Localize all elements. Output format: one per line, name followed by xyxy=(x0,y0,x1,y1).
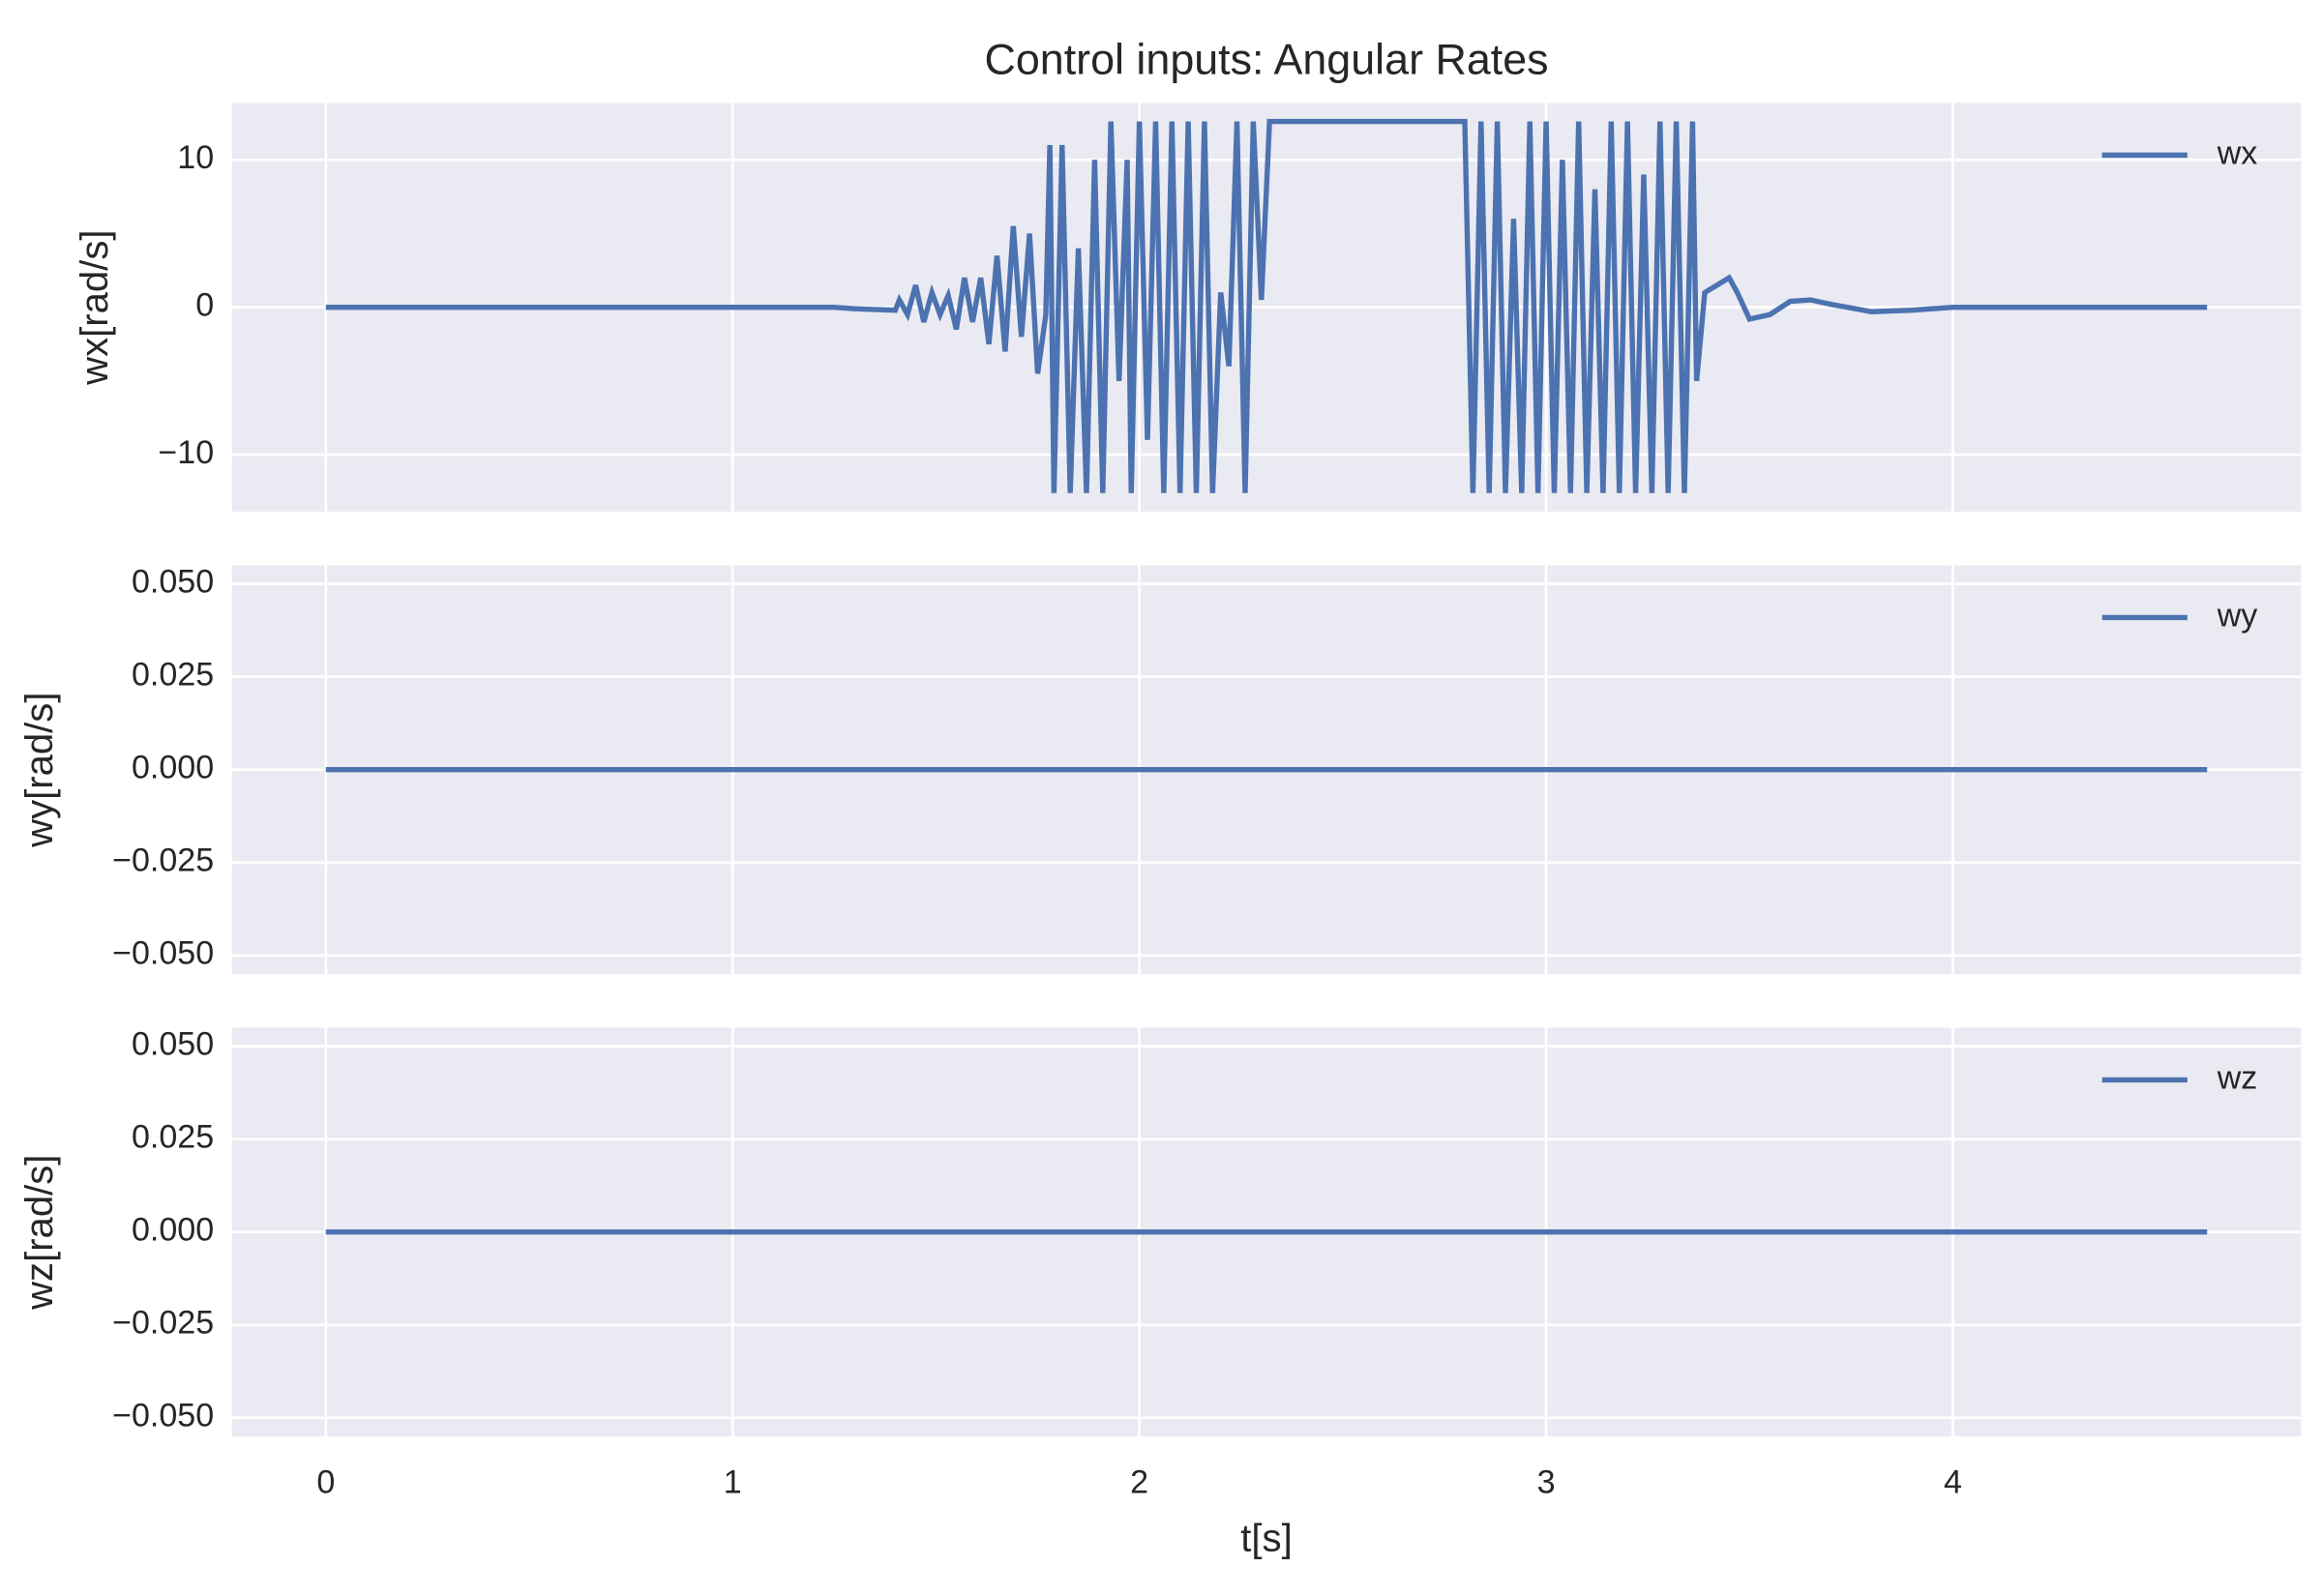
y-tick-label: −10 xyxy=(158,434,214,471)
y-tick-label: 0.025 xyxy=(132,1119,214,1156)
x-tick-label: 3 xyxy=(1537,1463,1556,1500)
y-tick-label: −0.050 xyxy=(112,935,214,972)
legend-label: wx xyxy=(2217,134,2258,171)
legend-label: wy xyxy=(2217,597,2258,634)
x-tick-label: 1 xyxy=(724,1463,742,1500)
x-tick-label: 0 xyxy=(316,1463,335,1500)
y-tick-label: −0.025 xyxy=(112,1305,214,1342)
x-tick-label: 2 xyxy=(1130,1463,1148,1500)
y-tick-label: 0.050 xyxy=(132,1026,214,1063)
y-tick-label: −0.025 xyxy=(112,842,214,879)
y-tick-label: 10 xyxy=(177,139,214,176)
y-tick-label: 0 xyxy=(195,287,214,324)
y-tick-label: 0.050 xyxy=(132,564,214,601)
data-line xyxy=(325,118,2208,493)
y-axis-label: wz[rad/s] xyxy=(17,1155,61,1311)
x-tick-label: 4 xyxy=(1944,1463,1962,1500)
y-tick-label: 0.000 xyxy=(132,1212,214,1249)
y-axis-label: wx[rad/s] xyxy=(73,230,116,386)
x-axis-label: t[s] xyxy=(1240,1517,1293,1560)
y-tick-label: 0.000 xyxy=(132,750,214,786)
y-tick-label: −0.050 xyxy=(112,1398,214,1434)
chart-title: Control inputs: Angular Rates xyxy=(984,36,1548,84)
y-axis-label: wy[rad/s] xyxy=(17,693,61,848)
legend-label: wz xyxy=(2217,1059,2258,1096)
y-tick-label: 0.025 xyxy=(132,657,214,694)
